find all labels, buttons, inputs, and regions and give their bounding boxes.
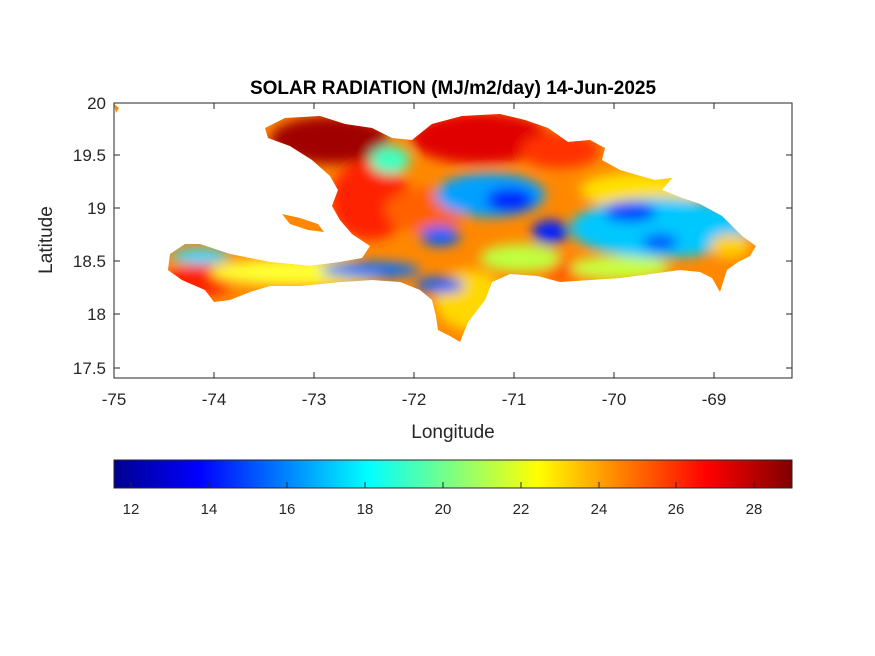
y-axis-label: Latitude — [36, 206, 57, 274]
x-tick-label: -70 — [602, 390, 627, 409]
y-tick-label: 18.5 — [73, 252, 106, 271]
y-tick-label: 19.5 — [73, 146, 106, 165]
colorbar-tick-label: 28 — [746, 501, 763, 518]
colorbar-tick-label: 22 — [513, 501, 530, 518]
x-tick-label: -75 — [102, 390, 127, 409]
x-tick-label: -72 — [402, 390, 427, 409]
colorbar — [113, 459, 793, 489]
colorbar-tick-label: 16 — [279, 501, 296, 518]
x-tick-label: -71 — [502, 390, 527, 409]
y-tick-label: 19 — [87, 199, 106, 218]
x-axis — [113, 103, 715, 378]
colorbar-tick-label: 20 — [435, 501, 452, 518]
x-tick-label: -69 — [702, 390, 727, 409]
y-tick-label: 20 — [87, 94, 106, 113]
colorbar-tick-label: 12 — [123, 501, 140, 518]
colorbar-tick-label: 18 — [357, 501, 374, 518]
y-axis — [114, 102, 792, 369]
x-tick-label: -74 — [202, 390, 227, 409]
x-tick-label: -73 — [302, 390, 327, 409]
map-title: SOLAR RADIATION (MJ/m2/day) 14-Jun-2025 — [250, 78, 657, 99]
x-axis-label: Longitude — [411, 422, 494, 443]
colorbar-tick-label: 26 — [668, 501, 685, 518]
y-tick-label: 18 — [87, 305, 106, 324]
colorbar-tick-label: 24 — [591, 501, 608, 518]
colorbar-ticks — [130, 482, 755, 488]
y-tick-label: 17.5 — [73, 359, 106, 378]
colorbar-tick-label: 14 — [201, 501, 218, 518]
